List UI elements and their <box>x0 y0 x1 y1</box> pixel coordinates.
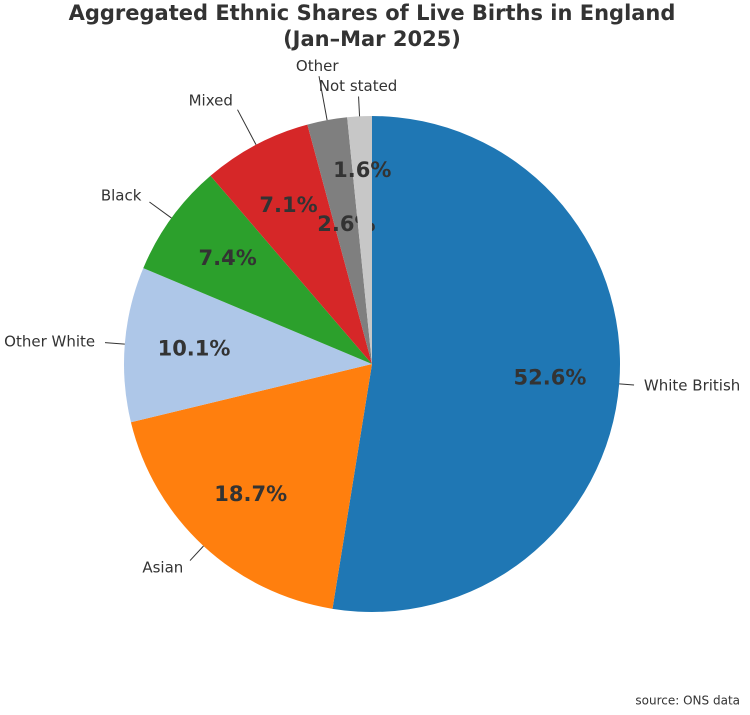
label-connector <box>318 76 328 121</box>
category-label: Other White <box>4 332 95 350</box>
pie-slice <box>347 116 372 364</box>
value-label: 7.1% <box>259 193 317 217</box>
value-label: 1.6% <box>333 158 391 182</box>
pie-slice <box>210 124 372 365</box>
source-note: source: ONS data <box>635 694 740 708</box>
pie-slice <box>332 116 621 612</box>
pie-slice <box>123 268 372 423</box>
label-connector <box>189 545 204 561</box>
category-label: White British <box>644 376 740 394</box>
chart-title: Aggregated Ethnic Shares of Live Births … <box>69 1 676 25</box>
value-label: 52.6% <box>514 365 587 389</box>
label-connector <box>358 96 361 117</box>
category-label: Asian <box>142 558 183 576</box>
label-connector <box>237 109 257 146</box>
chart-title: (Jan–Mar 2025) <box>283 27 461 51</box>
pie-slice <box>143 175 372 364</box>
label-connector <box>149 201 172 219</box>
category-label: Not stated <box>319 77 398 95</box>
pie-slice <box>130 364 372 609</box>
pie-slice <box>307 117 372 364</box>
label-connector <box>619 383 635 386</box>
category-label: Other <box>296 57 339 75</box>
category-label: Black <box>101 187 142 205</box>
label-connector <box>104 342 125 345</box>
value-label: 10.1% <box>158 337 231 361</box>
value-label: 7.4% <box>199 246 257 270</box>
category-label: Mixed <box>189 91 233 109</box>
value-label: 18.7% <box>214 482 287 506</box>
